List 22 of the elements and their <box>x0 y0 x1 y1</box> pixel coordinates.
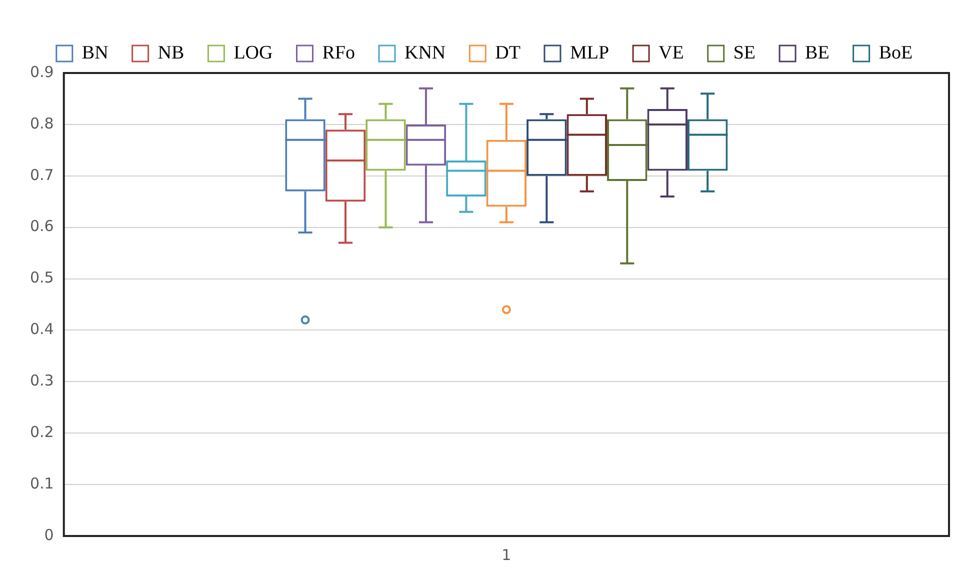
legend-label: BE <box>805 42 830 64</box>
y-tick-label: 0.3 <box>30 372 54 390</box>
y-tick-label: 0.6 <box>30 217 54 236</box>
y-tick-label: 0.8 <box>30 114 54 132</box>
y-tick-label: 0.1 <box>30 474 54 492</box>
legend-label: VE <box>658 42 684 64</box>
y-tick-label: 0.2 <box>30 423 54 441</box>
x-tick-label: 1 <box>502 546 512 564</box>
legend-label: BN <box>82 42 109 64</box>
legend-label: MLP <box>570 42 610 64</box>
y-tick-label: 0.7 <box>30 166 54 184</box>
legend-label: NB <box>158 42 184 64</box>
y-tick-label: 0.5 <box>30 268 54 287</box>
y-tick-label: 0 <box>44 526 54 544</box>
legend-label: KNN <box>404 42 446 64</box>
legend-label: DT <box>495 42 521 64</box>
y-tick-label: 0.4 <box>30 320 54 338</box>
legend-label: BoE <box>878 42 913 64</box>
legend-label: LOG <box>234 42 274 64</box>
y-tick-label: 0.9 <box>30 62 54 81</box>
legend-label: SE <box>733 42 756 64</box>
legend-label: RFo <box>322 42 355 64</box>
